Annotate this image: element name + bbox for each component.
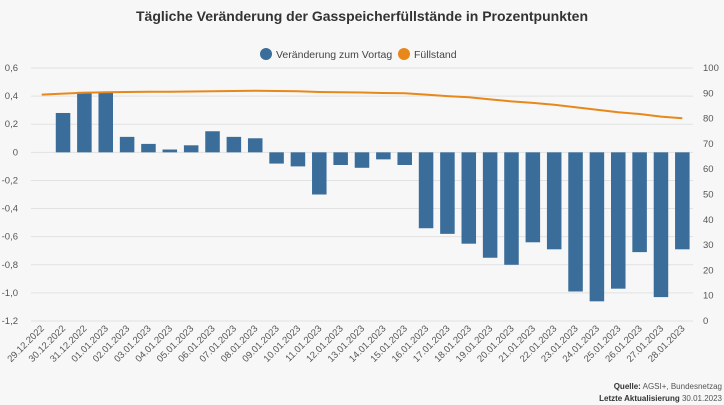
bar <box>418 152 434 229</box>
bar <box>482 152 498 258</box>
bar <box>354 152 370 168</box>
y-right-tick-label: 40 <box>703 215 714 226</box>
bar <box>290 152 306 167</box>
bar <box>525 152 541 243</box>
bar <box>397 152 412 165</box>
y-left-tick-label: -0,2 <box>2 175 18 186</box>
y-left-tick-label: -0,4 <box>2 204 18 215</box>
bar <box>376 152 391 160</box>
y-left-tick-label: 0,6 <box>5 63 18 74</box>
bar <box>183 145 199 153</box>
bar <box>119 136 135 153</box>
y-left-tick-label: 0,2 <box>5 119 18 130</box>
chart-title: Tägliche Veränderung der Gasspeicherfüll… <box>136 8 588 24</box>
y-right-tick-label: 100 <box>703 63 719 74</box>
bar <box>98 91 114 153</box>
y-right-tick-label: 90 <box>703 88 714 99</box>
y-right-tick-label: 20 <box>703 265 714 276</box>
y-left-tick-label: -0,8 <box>2 260 18 271</box>
bar <box>205 131 220 153</box>
y-left-tick-label: 0,4 <box>5 91 18 102</box>
y-right-tick-label: 10 <box>703 291 714 302</box>
line-series <box>41 89 683 120</box>
legend-marker-line <box>398 48 410 60</box>
y-right-tick-label: 0 <box>703 316 708 327</box>
bar-series <box>55 91 690 302</box>
y-left-tick-label: -1,2 <box>2 316 18 327</box>
bar <box>247 138 263 153</box>
x-axis: 29.12.202230.12.202231.12.202201.01.2023… <box>5 323 687 364</box>
y-right-tick-label: 70 <box>703 139 714 150</box>
source-line: Quelle: AGSI+, Bundesnetzag <box>614 382 722 391</box>
source-note: Quelle: AGSI+, Bundesnetzag Letzte Aktua… <box>599 382 722 403</box>
y-right-tick-label: 30 <box>703 240 714 251</box>
bar <box>568 152 583 292</box>
y-axis-left: 0,6 0,4 0,2 0 -0,2 -0,4 -0,6 -0,8 -1,0 -1,2 <box>2 63 18 327</box>
bar <box>333 152 348 165</box>
bar <box>675 152 690 250</box>
bar <box>461 152 477 244</box>
bar <box>312 152 327 195</box>
y-right-tick-label: 80 <box>703 114 714 125</box>
bar <box>226 136 242 153</box>
legend-label-line: Füllstand <box>414 49 457 61</box>
bar <box>632 152 647 253</box>
legend-marker-bars <box>260 48 272 60</box>
update-line: Letzte Aktualisierung 30.01.2023 <box>599 394 722 403</box>
bar <box>55 112 71 153</box>
y-right-tick-label: 60 <box>703 164 714 175</box>
bar <box>77 91 92 153</box>
bar <box>141 143 156 153</box>
y-left-tick-label: -0,6 <box>2 232 18 243</box>
bar <box>162 149 178 153</box>
y-right-tick-label: 50 <box>703 190 714 201</box>
bar <box>653 152 669 298</box>
bar <box>610 152 626 289</box>
bar <box>546 152 562 250</box>
bar <box>440 152 455 234</box>
bar <box>589 152 605 302</box>
bar <box>269 152 284 164</box>
bar <box>504 152 519 265</box>
y-left-tick-label: -1,0 <box>2 288 18 299</box>
fill-level-line <box>41 89 683 120</box>
legend: Veränderung zum Vortag Füllstand <box>260 48 457 61</box>
y-left-tick-label: 0 <box>13 147 18 158</box>
legend-label-bars: Veränderung zum Vortag <box>276 49 392 61</box>
